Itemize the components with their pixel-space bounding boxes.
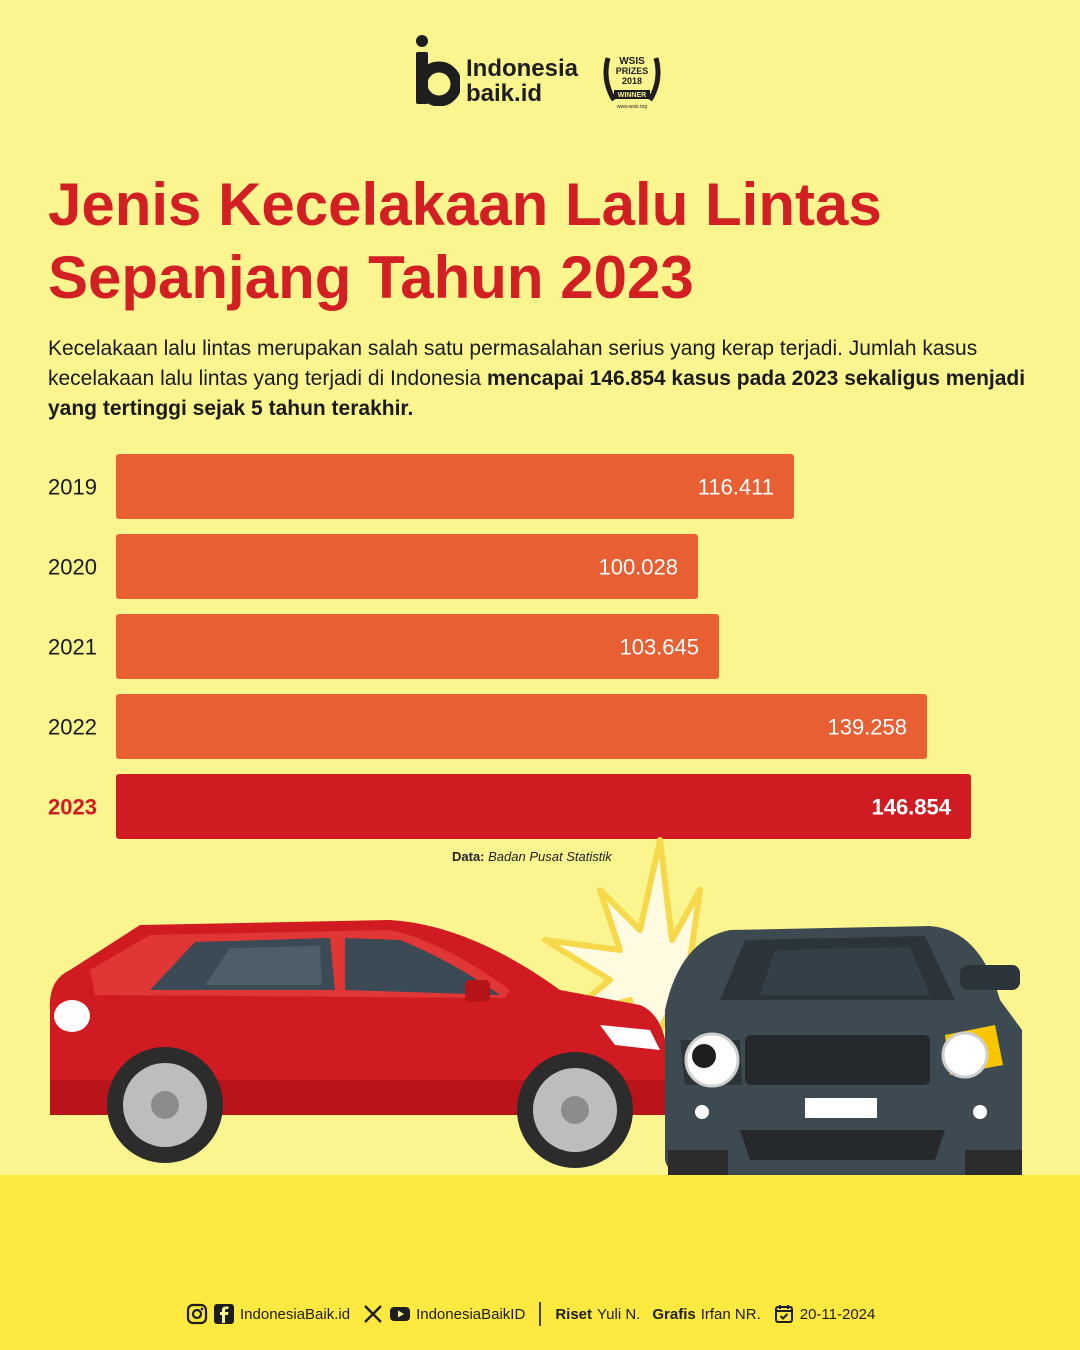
value-label-2023: 146.854 — [871, 795, 951, 820]
intro-highlight: mencapai 146.854 kasus pada 2023 sekalig… — [48, 367, 1026, 420]
footer: IndonesiaBaik.id IndonesiaBaikID Riset Y… — [186, 1300, 875, 1328]
category-label-2021: 2021 — [48, 635, 97, 660]
footer-divider — [539, 1302, 542, 1326]
bar-2019 — [116, 454, 794, 519]
dark-car-illustration — [665, 926, 1022, 1175]
category-label-2022: 2022 — [48, 715, 97, 740]
bar-chart: 2019 116.411 2020 100.028 2021 103.645 2022 139… — [48, 454, 971, 839]
svg-text:WSIS: WSIS — [619, 56, 645, 67]
brand-logo-icon — [416, 35, 460, 106]
bar-2022 — [116, 694, 927, 759]
research-name: Yuli N. — [597, 1305, 641, 1323]
intro-text: Kecelakaan lalu lintas merupakan salah s… — [48, 337, 978, 390]
youtube-icon[interactable] — [389, 1303, 411, 1325]
title-line-2: Sepanjang Tahun 2023 — [48, 244, 694, 311]
instagram-icon[interactable] — [186, 1303, 208, 1325]
bar-2021 — [116, 614, 719, 679]
value-label-2021: 103.645 — [619, 635, 699, 660]
graphic-name: Irfan NR. — [700, 1305, 761, 1323]
title-line-1: Jenis Kecelakaan Lalu Lintas — [48, 171, 882, 238]
bar-2023 — [116, 774, 971, 839]
calendar-icon — [774, 1305, 793, 1323]
svg-text:2018: 2018 — [622, 76, 642, 86]
svg-text:WINNER: WINNER — [618, 92, 646, 99]
intro-paragraph: Kecelakaan lalu lintas merupakan salah s… — [48, 334, 1038, 424]
brand-name: Indonesia baik.id — [466, 55, 579, 107]
value-label-2020: 100.028 — [598, 555, 678, 580]
page-title: Jenis Kecelakaan Lalu Lintas Sepanjang T… — [48, 168, 1048, 314]
facebook-icon[interactable] — [213, 1303, 235, 1325]
value-label-2022: 139.258 — [827, 715, 907, 740]
data-source: Data: Badan Pusat Statistik — [452, 849, 612, 864]
brand-logo: Indonesia baik.id WSIS PRIZES 2018 WINNE… — [414, 34, 674, 114]
car-crash-illustration — [49, 837, 1022, 1175]
category-label-2019: 2019 — [48, 475, 97, 500]
footer-handle-1[interactable]: IndonesiaBaik.id — [240, 1305, 351, 1323]
footer-handle-2[interactable]: IndonesiaBaikID — [416, 1305, 526, 1323]
x-icon[interactable] — [362, 1303, 384, 1325]
red-car-illustration — [49, 920, 670, 1168]
bar-2020 — [116, 534, 698, 599]
category-label-2020: 2020 — [48, 555, 97, 580]
award-laurel-badge: WSIS PRIZES 2018 WINNER www.wsis.org — [603, 56, 661, 110]
category-label-2023: 2023 — [48, 795, 97, 820]
value-label-2019: 116.411 — [698, 475, 774, 500]
svg-text:PRIZES: PRIZES — [616, 66, 649, 76]
graphic-label: Grafis — [652, 1305, 696, 1323]
research-label: Riset — [555, 1305, 592, 1323]
footer-date: 20-11-2024 — [799, 1305, 876, 1323]
svg-text:www.wsis.org: www.wsis.org — [617, 104, 648, 110]
